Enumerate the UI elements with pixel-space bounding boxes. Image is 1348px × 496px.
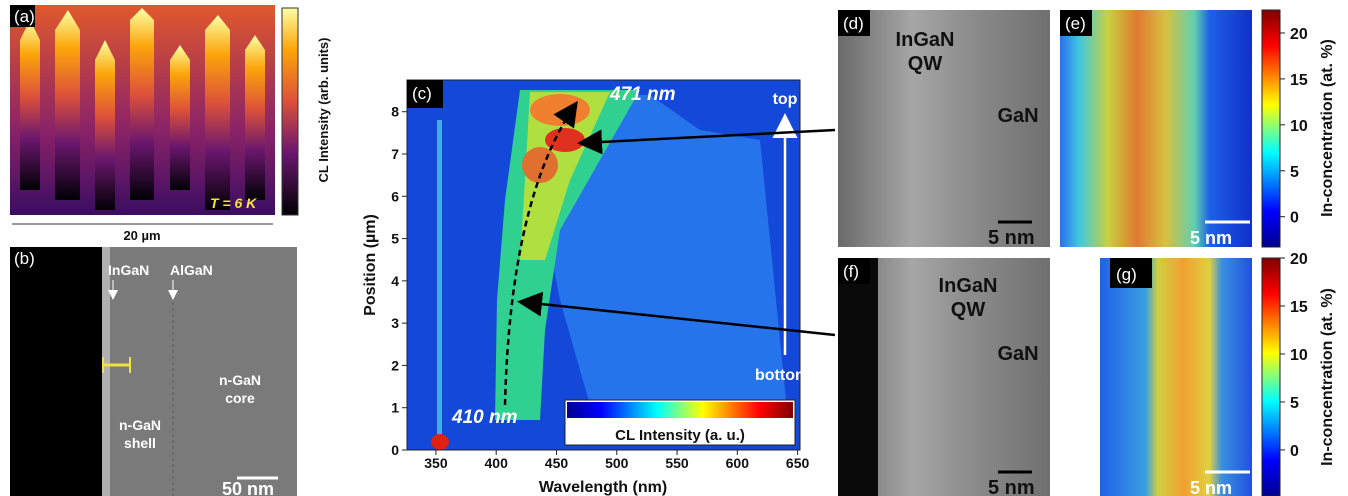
annotation: 471 nm xyxy=(609,84,676,105)
scale-bar-label: 20 µm xyxy=(123,228,160,243)
layer-label: InGaN xyxy=(108,262,149,278)
colorbar xyxy=(281,7,299,216)
tem-image xyxy=(838,10,1050,247)
colorbar-tick-label: 20 xyxy=(1290,251,1308,268)
shift-arrow xyxy=(503,100,578,406)
layer-label: GaN xyxy=(997,105,1038,127)
colorbar-tick-label: 5 xyxy=(1290,164,1299,181)
annotation: bottom xyxy=(755,367,809,384)
panel-label: (c) xyxy=(412,84,432,103)
scale-bar-label: 5 nm xyxy=(1190,478,1232,496)
colorbar-tick-label: 0 xyxy=(1290,443,1299,460)
layer-label: InGaN xyxy=(939,275,998,297)
layer-label: GaN xyxy=(997,343,1038,365)
x-tick-label: 400 xyxy=(485,455,509,471)
composition-map xyxy=(1060,10,1252,247)
panel-label: (b) xyxy=(14,249,35,268)
region-label: n-GaN xyxy=(219,372,261,388)
colorbar xyxy=(1261,257,1281,496)
colorbar-tick-label: 5 xyxy=(1290,395,1299,412)
x-axis-label: Wavelength (nm) xyxy=(539,479,667,496)
y-tick-label: 8 xyxy=(391,104,399,120)
y-tick-label: 6 xyxy=(391,188,399,204)
colorbar-tick-label: 20 xyxy=(1290,26,1308,43)
colorbar xyxy=(1261,9,1281,248)
region-label: core xyxy=(225,390,255,406)
temperature: T = 6 K xyxy=(210,195,257,211)
scale-bar-label: 5 nm xyxy=(988,477,1035,496)
colorbar-tick-label: 0 xyxy=(1290,210,1299,227)
colorbar-label: CL Intensity (arb. units) xyxy=(316,38,331,183)
region-label: shell xyxy=(124,435,156,451)
y-tick-label: 2 xyxy=(391,357,399,373)
layer-label: QW xyxy=(908,53,943,75)
scale-bar-label: 50 nm xyxy=(222,479,274,496)
layer-label: InGaN xyxy=(896,29,955,51)
y-tick-label: 5 xyxy=(391,231,399,247)
panel-label: (d) xyxy=(843,14,864,33)
annotation: 410 nm xyxy=(451,407,518,428)
x-tick-label: 600 xyxy=(726,455,750,471)
colorbar-label: In-concentration (at. %) xyxy=(1319,39,1336,217)
y-tick-label: 0 xyxy=(391,442,399,458)
layer-label: AlGaN xyxy=(170,262,213,278)
panel-label: (a) xyxy=(14,7,35,26)
x-tick-label: 450 xyxy=(545,455,569,471)
x-tick-label: 350 xyxy=(424,455,448,471)
colorbar-label: In-concentration (at. %) xyxy=(1319,288,1336,466)
panel-label: (f) xyxy=(843,262,859,281)
y-tick-label: 4 xyxy=(391,273,399,289)
colorbar-tick-label: 10 xyxy=(1290,118,1308,135)
composition-map xyxy=(1100,258,1252,496)
layer-label: QW xyxy=(951,299,986,321)
x-tick-label: 550 xyxy=(665,455,689,471)
pointer-arrow xyxy=(577,128,836,155)
colorbar-tick-label: 15 xyxy=(1290,72,1308,89)
colorbar xyxy=(567,402,793,418)
colorbar-label: CL Intensity (a. u.) xyxy=(615,427,745,444)
annotation: top xyxy=(773,91,798,108)
colorbar-tick-label: 10 xyxy=(1290,347,1308,364)
panel-label: (g) xyxy=(1116,265,1137,284)
scale-bar-label: 5 nm xyxy=(1190,228,1232,248)
y-tick-label: 1 xyxy=(391,400,399,416)
plot-frame xyxy=(406,79,801,451)
panel-label: (e) xyxy=(1065,14,1086,33)
scale-bar-label: 5 nm xyxy=(988,227,1035,249)
pointer-arrow xyxy=(517,291,836,337)
region-label: n-GaN xyxy=(119,417,161,433)
colorbar-tick-label: 15 xyxy=(1290,299,1308,316)
x-tick-label: 500 xyxy=(605,455,629,471)
x-tick-label: 650 xyxy=(786,455,810,471)
y-axis-label: Position (µm) xyxy=(362,214,379,316)
y-tick-label: 7 xyxy=(391,146,399,162)
nanowires xyxy=(20,8,265,210)
y-tick-label: 3 xyxy=(391,315,399,331)
